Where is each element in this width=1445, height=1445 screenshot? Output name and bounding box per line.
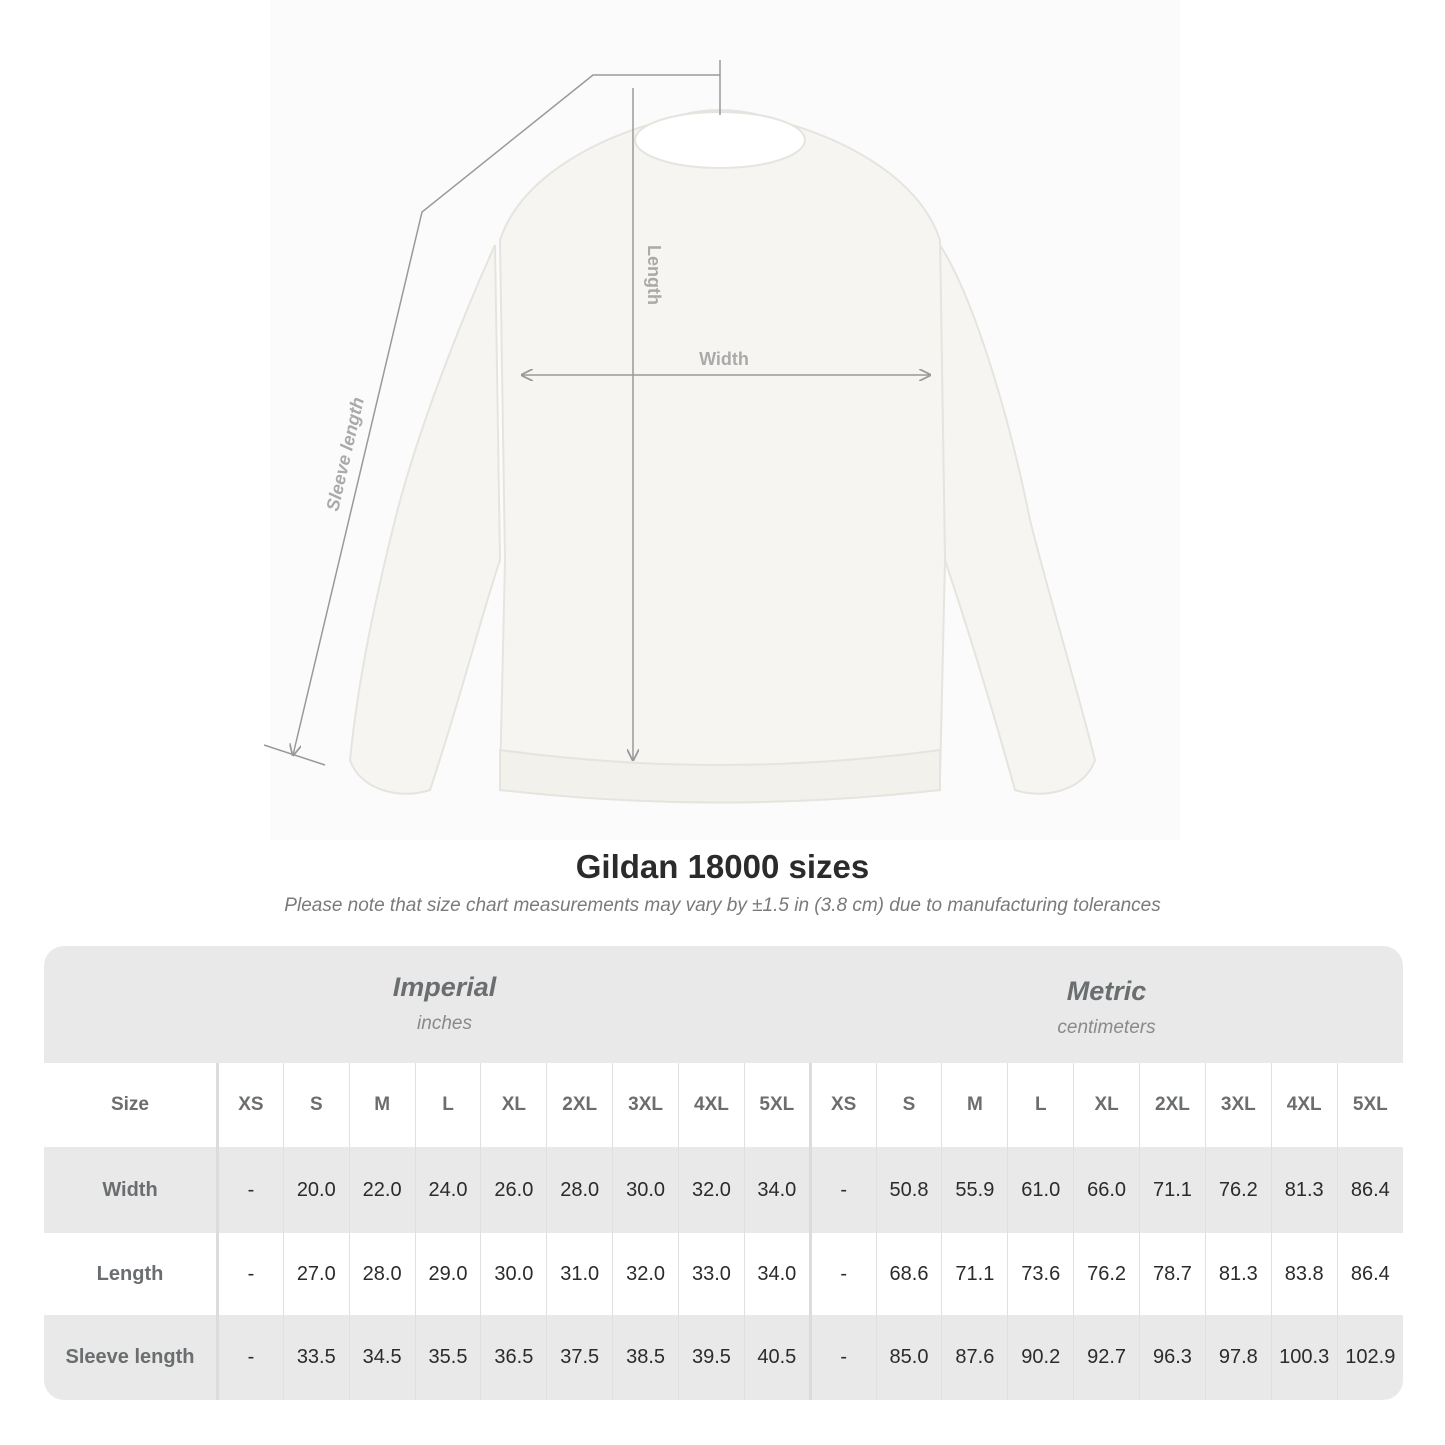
metric-size-xs: XS — [808, 1063, 877, 1147]
imperial-size-2xl: 2XL — [546, 1063, 613, 1147]
metric-size-4xl: 4XL — [1270, 1063, 1338, 1147]
imperial-size-xs: XS — [217, 1063, 284, 1147]
metric-value: 55.9 — [941, 1147, 1008, 1233]
metric-value: 81.3 — [1204, 1233, 1272, 1315]
imperial-value: 36.5 — [480, 1315, 547, 1400]
imperial-value: - — [217, 1315, 284, 1400]
metric-value: 86.4 — [1336, 1233, 1403, 1315]
imperial-value: 31.0 — [546, 1233, 613, 1315]
measure-lines — [263, 60, 930, 766]
row-label: Width — [44, 1147, 219, 1233]
size-table: Imperial inches Metric centimeters Size X… — [44, 946, 1403, 1400]
imperial-size-3xl: 3XL — [612, 1063, 679, 1147]
imperial-value: 22.0 — [348, 1147, 416, 1233]
size-label: Size — [44, 1063, 219, 1147]
metric-value: 96.3 — [1139, 1315, 1206, 1400]
sweatshirt-image — [348, 109, 1097, 804]
imperial-header: Imperial inches — [216, 972, 673, 1035]
imperial-size-5xl: 5XL — [743, 1063, 811, 1147]
imperial-value: 39.5 — [678, 1315, 745, 1400]
imperial-size-s: S — [282, 1063, 350, 1147]
metric-value: 71.1 — [1139, 1147, 1206, 1233]
tolerance-note: Please note that size chart measurements… — [284, 895, 1161, 916]
imperial-value: 24.0 — [414, 1147, 481, 1233]
imperial-value: 30.0 — [480, 1233, 547, 1315]
imperial-size-l: L — [414, 1063, 481, 1147]
imperial-value: 29.0 — [414, 1233, 481, 1315]
table-row: Sleeve length -33.5 34.5 35.5 36.5 37.5 38.5 39… — [44, 1315, 1403, 1400]
imperial-value: 34.0 — [743, 1147, 811, 1233]
metric-value: 61.0 — [1007, 1147, 1074, 1233]
imperial-value: 28.0 — [546, 1147, 613, 1233]
metric-value: - — [808, 1315, 877, 1400]
sleeve-line — [293, 74, 720, 755]
imperial-value: 34.5 — [348, 1315, 416, 1400]
length-label: Length — [644, 245, 664, 305]
imperial-value: 28.0 — [348, 1233, 416, 1315]
imperial-value: 33.5 — [282, 1315, 350, 1400]
metric-value: 92.7 — [1073, 1315, 1140, 1400]
table-row: Length -27.0 28.0 29.0 30.0 31.0 32.0 33.0 34.0-… — [44, 1233, 1403, 1315]
imperial-size-m: M — [348, 1063, 416, 1147]
measurements-table: Size XS S M L XL 2XL 3XL 4XL 5XL XS S M L XL 2XL 3XL 4XL 5… — [44, 1063, 1403, 1400]
imperial-value: 40.5 — [743, 1315, 811, 1400]
metric-value: 97.8 — [1204, 1315, 1272, 1400]
width-label: Width — [699, 349, 749, 369]
sweatshirt-diagram: Length Width Sleeve length — [263, 60, 1097, 804]
imperial-unit: inches — [417, 1013, 472, 1034]
metric-value: 71.1 — [941, 1233, 1008, 1315]
imperial-value: 26.0 — [480, 1147, 547, 1233]
imperial-value: - — [217, 1233, 284, 1315]
metric-value: - — [808, 1233, 877, 1315]
metric-value: 83.8 — [1270, 1233, 1338, 1315]
page-title: Gildan 18000 sizes — [575, 848, 870, 885]
metric-value: 73.6 — [1007, 1233, 1074, 1315]
row-label: Length — [44, 1233, 219, 1315]
metric-size-m: M — [941, 1063, 1008, 1147]
metric-value: 85.0 — [875, 1315, 942, 1400]
row-label: Sleeve length — [44, 1315, 219, 1400]
metric-value: 102.9 — [1336, 1315, 1403, 1400]
metric-size-5xl: 5XL — [1336, 1063, 1403, 1147]
metric-size-l: L — [1007, 1063, 1074, 1147]
metric-value: 66.0 — [1073, 1147, 1140, 1233]
metric-size-xl: XL — [1073, 1063, 1140, 1147]
imperial-value: 20.0 — [282, 1147, 350, 1233]
imperial-size-4xl: 4XL — [678, 1063, 745, 1147]
imperial-value: 34.0 — [743, 1233, 811, 1315]
metric-header: Metric centimeters — [810, 976, 1403, 1039]
metric-value: 50.8 — [875, 1147, 942, 1233]
imperial-value: - — [217, 1147, 284, 1233]
metric-title: Metric — [1066, 976, 1147, 1006]
metric-unit: centimeters — [1057, 1017, 1156, 1038]
imperial-value: 32.0 — [612, 1233, 679, 1315]
imperial-value: 33.0 — [678, 1233, 745, 1315]
size-row: Size XS S M L XL 2XL 3XL 4XL 5XL XS S M L XL 2XL 3XL 4XL 5… — [44, 1063, 1403, 1147]
imperial-value: 32.0 — [678, 1147, 745, 1233]
metric-value: 78.7 — [1139, 1233, 1206, 1315]
metric-size-2xl: 2XL — [1139, 1063, 1206, 1147]
metric-value: 76.2 — [1204, 1147, 1272, 1233]
imperial-value: 38.5 — [612, 1315, 679, 1400]
metric-size-s: S — [875, 1063, 942, 1147]
table-row: Width -20.0 22.0 24.0 26.0 28.0 30.0 32.0 34.0-5… — [44, 1147, 1403, 1233]
imperial-title: Imperial — [392, 972, 497, 1002]
metric-size-3xl: 3XL — [1204, 1063, 1272, 1147]
metric-value: 90.2 — [1007, 1315, 1074, 1400]
imperial-value: 27.0 — [282, 1233, 350, 1315]
metric-value: 68.6 — [875, 1233, 942, 1315]
imperial-size-xl: XL — [480, 1063, 547, 1147]
imperial-value: 30.0 — [612, 1147, 679, 1233]
metric-value: - — [808, 1147, 877, 1233]
metric-value: 76.2 — [1073, 1233, 1140, 1315]
metric-value: 87.6 — [941, 1315, 1008, 1400]
table-header: Imperial inches Metric centimeters — [44, 946, 1403, 1063]
metric-value: 81.3 — [1270, 1147, 1338, 1233]
metric-value: 86.4 — [1336, 1147, 1403, 1233]
imperial-value: 37.5 — [546, 1315, 613, 1400]
imperial-value: 35.5 — [414, 1315, 481, 1400]
metric-value: 100.3 — [1270, 1315, 1338, 1400]
